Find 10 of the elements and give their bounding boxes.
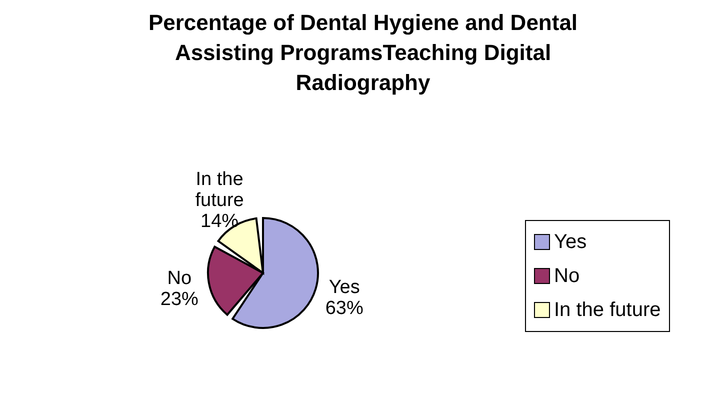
legend-label: No [554, 264, 580, 288]
chart-title: Percentage of Dental Hygiene and Dental Assisting ProgramsTeaching Digital Radiography [147, 9, 579, 97]
data-label: 23% [160, 288, 199, 310]
slice-label: No [167, 267, 192, 288]
slice-label: In the future [195, 168, 244, 210]
data-label: 14% [200, 210, 239, 232]
slice-label: Yes [328, 276, 360, 298]
legend-label: In the future [554, 298, 661, 322]
legend-label: Yes [554, 230, 587, 254]
data-label: 63% [325, 298, 364, 319]
